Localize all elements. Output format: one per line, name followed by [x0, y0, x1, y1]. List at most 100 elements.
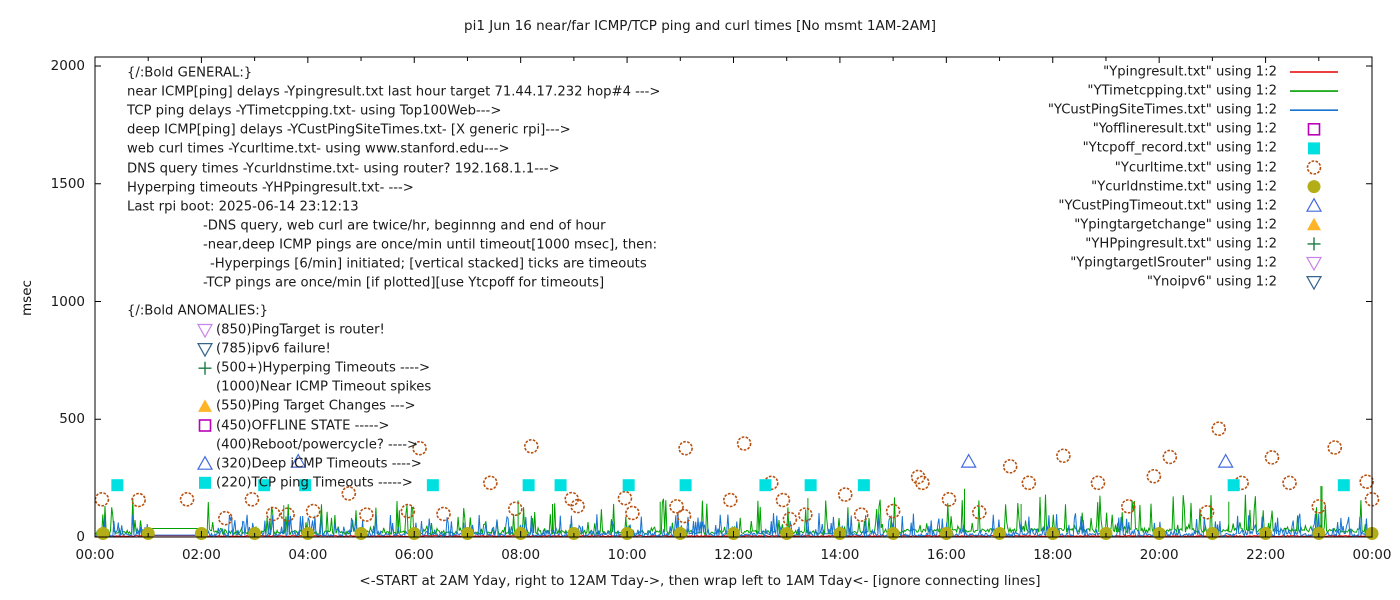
anomalies-header: {/:Bold ANOMALIES:} [127, 303, 269, 319]
legend-label: "Ypingresult.txt" using 1:2 [1103, 64, 1277, 80]
data-marker-circle-open [676, 508, 692, 524]
data-marker-circle-open [915, 475, 930, 491]
general-line: deep ICMP[ping] delays -YCustPingSiteTim… [127, 122, 571, 138]
data-marker-circle-open [1199, 504, 1215, 520]
data-marker-circle-open [524, 439, 539, 454]
legend-marker-square-filled [1308, 142, 1320, 155]
x-tick-label: 12:00 [714, 547, 753, 563]
general-line: Last rpi boot: 2025-06-14 23:12:13 [127, 199, 359, 215]
anomaly-icon-triangle-up-filled [198, 399, 212, 412]
data-marker-circle-open [885, 503, 901, 519]
general-line: near ICMP[ping] delays -Ypingresult.txt … [127, 84, 661, 100]
x-tick-label: 14:00 [820, 547, 860, 563]
data-marker-circle-open [436, 506, 451, 522]
data-marker-square-filled [1337, 479, 1350, 492]
data-marker-circle-open [94, 492, 110, 507]
data-marker-square-filled [111, 479, 124, 492]
anomaly-line: (550)Ping Target Changes ---> [216, 398, 416, 414]
data-marker-square-filled [622, 479, 635, 492]
x-axis-label: <-START at 2AM Yday, right to 12AM Tday-… [359, 573, 1041, 589]
data-marker-circle-open [669, 499, 684, 514]
legend-label: "Ynoipv6" using 1:2 [1146, 274, 1277, 290]
data-marker-circle-open [1211, 421, 1227, 436]
anomaly-line: (850)PingTarget is router! [216, 322, 385, 338]
x-tick-label: 08:00 [501, 547, 541, 563]
general-line: DNS query times -Ycurldnstime.txt- using… [127, 161, 560, 176]
legend-marker-circle-filled [1307, 180, 1321, 194]
legend-label: "Ycurldnstime.txt" using 1:2 [1091, 179, 1277, 195]
data-marker-circle-open [218, 510, 233, 526]
note-line: -near,deep ICMP pings are once/min until… [203, 237, 658, 253]
x-tick-label: 22:00 [1246, 547, 1286, 563]
data-marker-square-filled [299, 479, 312, 492]
general-line: TCP ping delays -YTimetcpping.txt- using… [127, 103, 502, 119]
anomaly-icon-triangle-down-open [196, 343, 214, 358]
anomaly-icon-square-open [198, 419, 212, 432]
anomaly-icon-plus [198, 361, 212, 375]
data-marker-circle-open [1264, 450, 1280, 465]
data-marker-circle-open [625, 505, 640, 521]
legend-marker-triangle-up-open [1305, 197, 1323, 212]
data-marker-circle-open [412, 440, 427, 456]
data-marker-square-filled [1227, 479, 1240, 492]
legend-marker-square-open [1307, 123, 1321, 136]
data-marker-square-filled [804, 479, 817, 492]
data-marker-circle-open [1327, 440, 1343, 455]
data-marker-circle-open [1056, 448, 1071, 464]
legend-label: "YpingtargetISrouter" using 1:2 [1070, 255, 1277, 271]
anomaly-line: (220)TCP ping Timeouts -----> [216, 475, 413, 491]
anomaly-icon-square-filled [199, 476, 211, 489]
data-marker-circle-open [853, 507, 869, 522]
data-marker-circle-open [723, 492, 738, 508]
note-line: -TCP pings are once/min [if plotted][use… [203, 275, 605, 291]
legend-label: "Yofflineresult.txt" using 1:2 [1092, 121, 1277, 137]
x-tick-label: 18:00 [1033, 547, 1073, 563]
data-marker-circle-open [972, 504, 987, 520]
data-marker-circle-open [570, 498, 585, 514]
data-marker-circle-open [736, 436, 752, 451]
anomaly-line: (450)OFFLINE STATE -----> [216, 418, 390, 433]
legend-label: "YCustPingSiteTimes.txt" using 1:2 [1047, 102, 1277, 118]
data-marker-square-filled [426, 479, 439, 492]
anomaly-line: (320)Deep iCMP Timeouts ----> [216, 456, 422, 472]
data-marker-circle-open [1002, 459, 1018, 474]
general-line: web curl times -Ycurltime.txt- using www… [127, 141, 510, 157]
chart-title: pi1 Jun 16 near/far ICMP/TCP ping and cu… [464, 18, 936, 34]
data-marker-circle-open [179, 492, 195, 507]
data-marker-circle-open [341, 486, 357, 501]
data-marker-circle-open [1021, 475, 1037, 491]
legend-marker-triangle-down-open [1305, 276, 1323, 291]
general-line: Hyperping timeouts -YHPpingresult.txt- -… [127, 180, 414, 196]
anomaly-icon-triangle-up-open [196, 455, 214, 470]
y-tick-label: 0 [76, 529, 85, 545]
legend-label: "Ycurltime.txt" using 1:2 [1114, 160, 1277, 175]
data-marker-circle-open [617, 490, 633, 506]
legend-label: "YHPpingresult.txt" using 1:2 [1085, 236, 1277, 252]
data-marker-circle-open [1090, 475, 1106, 491]
anomaly-line: (785)ipv6 failure! [216, 341, 331, 357]
data-marker-circle-open [244, 492, 260, 507]
data-marker-circle-open [483, 475, 498, 491]
x-tick-label: 06:00 [394, 547, 434, 563]
legend-marker-triangle-down-open [1305, 256, 1323, 272]
data-marker-square-filled [857, 479, 870, 492]
anomaly-icon-triangle-down-open [196, 323, 214, 339]
x-tick-label: 02:00 [181, 547, 221, 563]
data-marker-circle-open [131, 492, 146, 508]
legend-marker-plus [1307, 237, 1321, 251]
y-tick-label: 1500 [50, 175, 85, 192]
x-tick-label: 16:00 [926, 547, 966, 563]
data-marker-circle-open [359, 507, 374, 522]
y-tick-label: 2000 [50, 58, 85, 74]
data-marker-triangle-up-open [1217, 453, 1234, 468]
data-marker-square-filled [522, 479, 535, 492]
anomaly-line: (1000)Near ICMP Timeout spikes [216, 379, 432, 395]
data-marker-circle-open [400, 503, 416, 519]
x-tick-label: 04:00 [288, 547, 328, 563]
y-tick-label: 500 [59, 411, 85, 428]
data-marker-circle-open [1121, 499, 1136, 514]
data-marker-circle-open [265, 506, 281, 522]
data-marker-circle-open [941, 492, 957, 507]
